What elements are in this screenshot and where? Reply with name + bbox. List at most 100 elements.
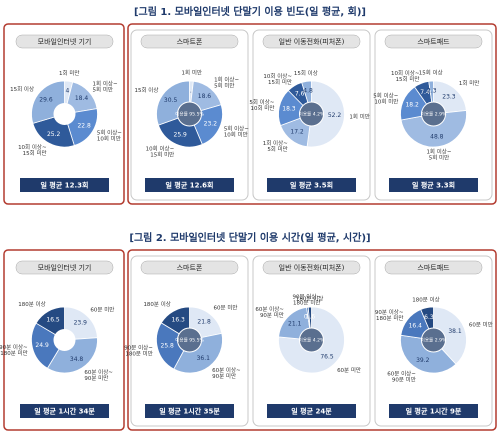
pie-slice (31, 322, 66, 369)
panel-title: 스마트패드 (417, 263, 450, 272)
category-label: 1회 미만 (59, 69, 79, 77)
panel-header (15, 260, 114, 275)
panel-title: 스마트폰 (177, 37, 203, 46)
pie-slice (156, 322, 191, 370)
panel-header (384, 34, 483, 49)
category-label: 180분 이상 (18, 300, 45, 308)
panel-header (384, 260, 483, 275)
category-label: 1회 이상~ 5회 미만 (93, 79, 118, 93)
panel-title: 스마트폰 (177, 263, 203, 272)
panel-title: 모바일인터넷 기기 (38, 37, 92, 46)
pie-slice (400, 334, 457, 374)
footer-label: 일 평균 12.3회 (41, 181, 89, 190)
category-label: 15회 이상 (294, 69, 318, 77)
panel-title: 스마트패드 (417, 37, 450, 46)
footer-label: 일 평균 1시간 9분 (406, 407, 462, 416)
category-label: 5회 이상~ 10회 미만 (97, 128, 122, 142)
panel-title: 일반 이동전화(피처폰) (279, 263, 345, 272)
value-label: 17.2 (290, 129, 304, 136)
pie-center (177, 327, 202, 353)
pie-center (177, 101, 202, 127)
panel-header (15, 34, 114, 49)
value-label: 36.1 (197, 355, 211, 362)
value-label: 16.5 (46, 316, 60, 323)
center-label: 이용률 95.5% (175, 111, 204, 118)
footer-box (145, 404, 234, 418)
pie-slice (433, 306, 467, 365)
category-label: 1회 이상~ 5회 미만 (214, 75, 239, 89)
category-label: 1회 미만 (349, 112, 369, 120)
category-label: 90분 이상~ 180분 미만 (0, 342, 28, 356)
center-label: 이용률 4.2% (299, 111, 325, 118)
category-label: 1회 미만 (459, 79, 479, 87)
value-label: 16.3 (172, 316, 186, 323)
panel (130, 29, 249, 201)
footer-box (20, 404, 109, 418)
panel-header (140, 260, 239, 275)
value-label: 18.2 (405, 102, 419, 109)
panel (130, 255, 249, 427)
value-label: 7.4 (420, 89, 430, 96)
pie-slice (306, 80, 345, 148)
category-label: 90분 이상~ 180분 미만 (375, 307, 404, 321)
pie-slice (173, 332, 223, 374)
category-label: 1회 미만 (182, 69, 202, 77)
figure-title: [그림 1. 모바일인터넷 단말기 이용 빈도(일 평균, 회)] (134, 5, 366, 18)
category-label: 15회 이상 (134, 86, 158, 94)
value-label: 25.9 (174, 132, 188, 139)
value-label: 38.1 (448, 328, 462, 335)
category-label: 15회 이상 (10, 85, 34, 93)
value-label: 48.8 (430, 133, 444, 140)
category-label: 60분 미만 (337, 366, 361, 374)
pie-hole (53, 329, 76, 351)
category-label: 10회 이상~ 15회 미만 (146, 144, 175, 158)
category-label: 60분 미만 (469, 321, 493, 329)
value-label: 1.9 (186, 87, 196, 94)
panel-header (262, 34, 361, 49)
center-label: 이용률 2.9% (421, 337, 447, 344)
footer-label: 일 평균 24분 (291, 407, 332, 416)
pie-center (299, 101, 324, 127)
category-label: 60분 이상~ 90분 미만 (387, 369, 416, 383)
value-label: 25.2 (47, 131, 61, 138)
value-label: 6.3 (424, 314, 434, 321)
category-label: 60분 미만 (90, 306, 114, 314)
category-label: 5회 이상~ 10회 미만 (249, 98, 274, 112)
category-label: 60분 미만 (214, 304, 238, 312)
category-label: 60분 이상~ 90분 미만 (84, 367, 113, 381)
panel-header (140, 34, 239, 49)
category-label: 10회 이상~ 15회 미만 (263, 71, 292, 85)
pie-slice (46, 337, 98, 374)
category-label: 60분 이상~ 90분 미만 (212, 365, 241, 379)
value-label: 18.4 (75, 95, 89, 102)
category-label: 10회 이상~ 15회 미만 (18, 143, 47, 157)
footer-box (267, 404, 356, 418)
frame (127, 23, 497, 205)
pie-hole (53, 103, 76, 125)
value-label: 21.8 (197, 319, 211, 326)
value-label: 23.2 (204, 120, 218, 127)
value-label: 18.6 (198, 93, 212, 100)
panel (252, 255, 371, 427)
category-label: 60분 이상~ 90분 미만 (255, 304, 284, 318)
center-label: 이용률 95.5% (175, 337, 204, 344)
value-label: 21.1 (288, 321, 302, 328)
category-label: 180분 이상 (296, 295, 323, 303)
panel-title: 모바일인터넷 기기 (38, 263, 92, 272)
category-label: 90분 이상~ 180분 미만 (124, 343, 153, 357)
value-label: 30.5 (164, 97, 178, 104)
panel (252, 29, 371, 201)
footer-label: 일 평균 3.3회 (412, 181, 455, 190)
category-label: 5회 이상~ 10회 미만 (373, 91, 398, 105)
value-label: 25.8 (161, 343, 175, 350)
value-label: 4.8 (303, 88, 313, 95)
figure-title: [그림 2. 모바일인터넷 단말기 이용 시간(일 평균, 시간)] (129, 231, 370, 244)
category-label: 5회 이상~ 10회 미만 (224, 124, 249, 138)
pie-center (421, 101, 446, 127)
pie-center (299, 327, 324, 353)
footer-label: 일 평균 1시간 35분 (159, 407, 220, 416)
value-label: 76.5 (320, 354, 334, 361)
footer-label: 일 평균 12.6회 (166, 181, 214, 190)
value-label: 1.6 (306, 313, 316, 320)
